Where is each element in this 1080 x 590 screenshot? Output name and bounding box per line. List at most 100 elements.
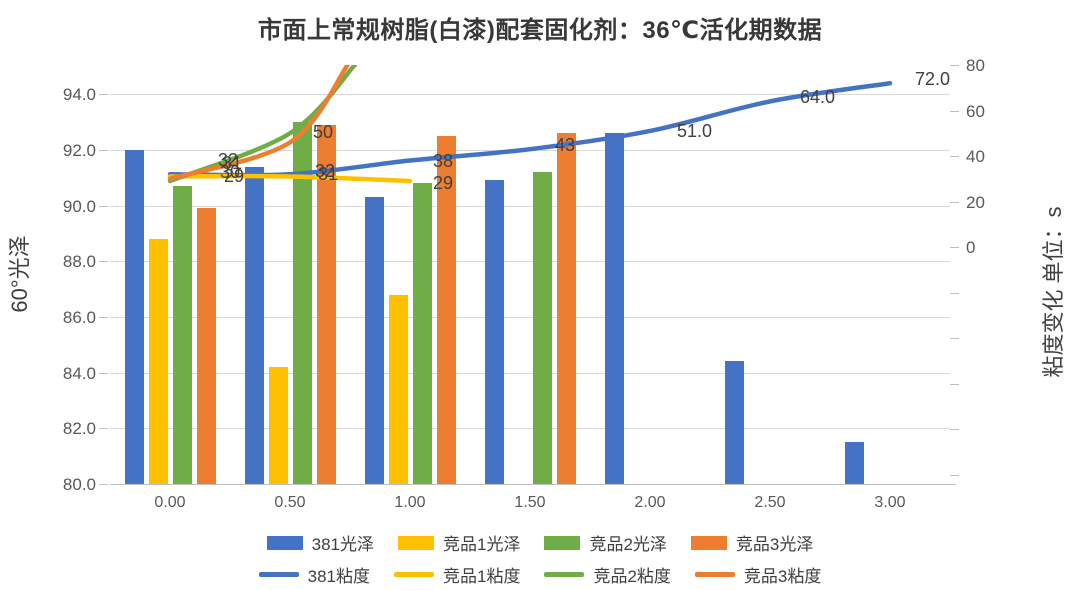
legend-item-竞品3粘度: 竞品3粘度 [694,562,822,587]
left-axis-tick [99,94,108,96]
bar-竞品3光泽 [316,124,336,484]
right-axis-tick [950,338,959,339]
point-label: 72.0 [915,69,951,90]
legend-label: 381粘度 [307,567,370,586]
gridline [110,316,950,318]
left-axis-tick [99,428,108,430]
point-label: 43 [555,135,576,156]
point-label: 32 [218,150,239,171]
legend-label: 竞品2粘度 [593,567,671,586]
bar-381光泽 [124,149,144,484]
point-label: 29 [433,173,454,194]
x-axis-tick-label: 3.00 [874,494,906,511]
point-label: 30 [220,161,241,182]
bar-381光泽 [364,197,384,484]
x-axis-tick-label: 0.00 [154,494,186,511]
left-axis-tick [99,149,108,151]
right-axis-tick [950,156,959,157]
bar-swatch-icon [544,535,581,550]
left-axis-tick-label: 86.0 [62,307,96,327]
x-axis-tick-label: 2.50 [754,494,786,511]
right-axis-tick [950,429,959,430]
bar-竞品3光泽 [436,135,456,484]
right-axis-tick [950,247,959,248]
bar-swatch-icon [266,535,303,550]
point-label: 51.0 [677,120,713,141]
right-axis-title: 粘度变化 单位：s [1041,206,1066,378]
bar-竞品2光泽 [292,121,312,484]
legend-label: 竞品1光泽 [442,535,521,554]
x-axis-tick-label: 1.00 [394,494,426,511]
bar-381光泽 [604,133,624,484]
point-label: 31 [222,153,243,174]
legend-item-竞品3光泽: 竞品3光泽 [690,530,814,555]
legend-label: 竞品3粘度 [743,567,822,586]
left-axis-tick-label: 90.0 [62,196,96,216]
right-axis-tick [950,292,959,294]
bar-swatch-icon [397,535,434,550]
gridline [110,261,950,263]
bar-竞品3光泽 [556,133,576,484]
left-axis-title: 60°光泽 [7,235,32,313]
x-axis-tick-label: 1.50 [514,494,546,511]
legend-label: 竞品1粘度 [442,567,521,586]
legend: 381光泽 竞品1光泽 竞品2光泽 竞品3光泽 381粘度 竞品1粘度 竞品2粘度 竞品3粘度 [0,530,1080,587]
legend-label: 381光泽 [311,535,374,554]
right-axis-tick [950,110,959,112]
point-label: 32 [315,161,336,182]
point-label: 50 [313,122,334,143]
gridline [110,372,950,374]
bar-竞品1光泽 [388,294,408,484]
x-axis-tick-label: 2.00 [634,494,666,511]
left-axis-tick-label: 82.0 [62,419,96,439]
gridline [110,205,950,207]
legend-row: 381光泽 竞品1光泽 竞品2光泽 竞品3光泽 [266,530,814,555]
legend-row: 381粘度 竞品1粘度 竞品2粘度 竞品3粘度 [258,562,822,587]
right-axis-tick-label: 0 [966,238,976,257]
right-axis-tick [950,474,959,476]
bar-381光泽 [724,361,744,484]
bar-竞品1光泽 [268,367,288,484]
x-axis-tick-label: 0.50 [274,494,306,511]
legend-label: 竞品2光泽 [589,535,667,554]
x-axis-line [110,484,956,485]
left-axis-tick [99,372,108,374]
left-axis-tick-label: 92.0 [62,140,96,160]
bar-竞品2光泽 [412,183,432,484]
line-竞品1粘度 [167,173,413,184]
right-axis-tick [950,383,959,385]
legend-item-381光泽: 381光泽 [266,530,374,555]
point-label: 64.0 [800,87,836,108]
legend-label: 竞品3光泽 [735,535,814,554]
left-axis-tick-label: 80.0 [62,475,96,494]
chart-title: 市面上常规树脂(白漆)配套固化剂：36℃活化期数据 [257,17,823,44]
left-axis-tick-label: 94.0 [62,85,96,105]
left-axis-tick-label: 84.0 [62,363,96,383]
left-axis-tick [99,484,108,485]
bar-竞品2光泽 [532,172,552,484]
right-axis-tick [950,65,959,66]
line-swatch-icon [694,572,735,577]
bar-381光泽 [484,180,504,484]
legend-item-竞品1粘度: 竞品1粘度 [393,562,521,587]
gridline [110,428,950,430]
bar-swatch-icon [690,535,727,550]
legend-item-381粘度: 381粘度 [258,562,370,587]
right-axis-tick-label: 40 [966,147,985,166]
left-axis-tick [99,261,108,263]
bar-竞品3光泽 [196,208,216,484]
left-axis-tick [99,316,108,318]
bar-竞品2光泽 [172,186,192,484]
bar-竞品1光泽 [148,238,168,484]
legend-item-竞品2粘度: 竞品2粘度 [544,562,671,587]
bar-381光泽 [244,166,264,484]
line-swatch-icon [258,572,299,577]
bar-381光泽 [844,442,864,484]
point-label: 29 [224,166,245,187]
left-axis-tick-label: 88.0 [62,252,96,272]
point-label: 38 [433,150,454,171]
line-swatch-icon [393,572,434,577]
legend-item-竞品2光泽: 竞品2光泽 [544,530,667,555]
right-axis-tick-label: 80 [966,56,985,75]
